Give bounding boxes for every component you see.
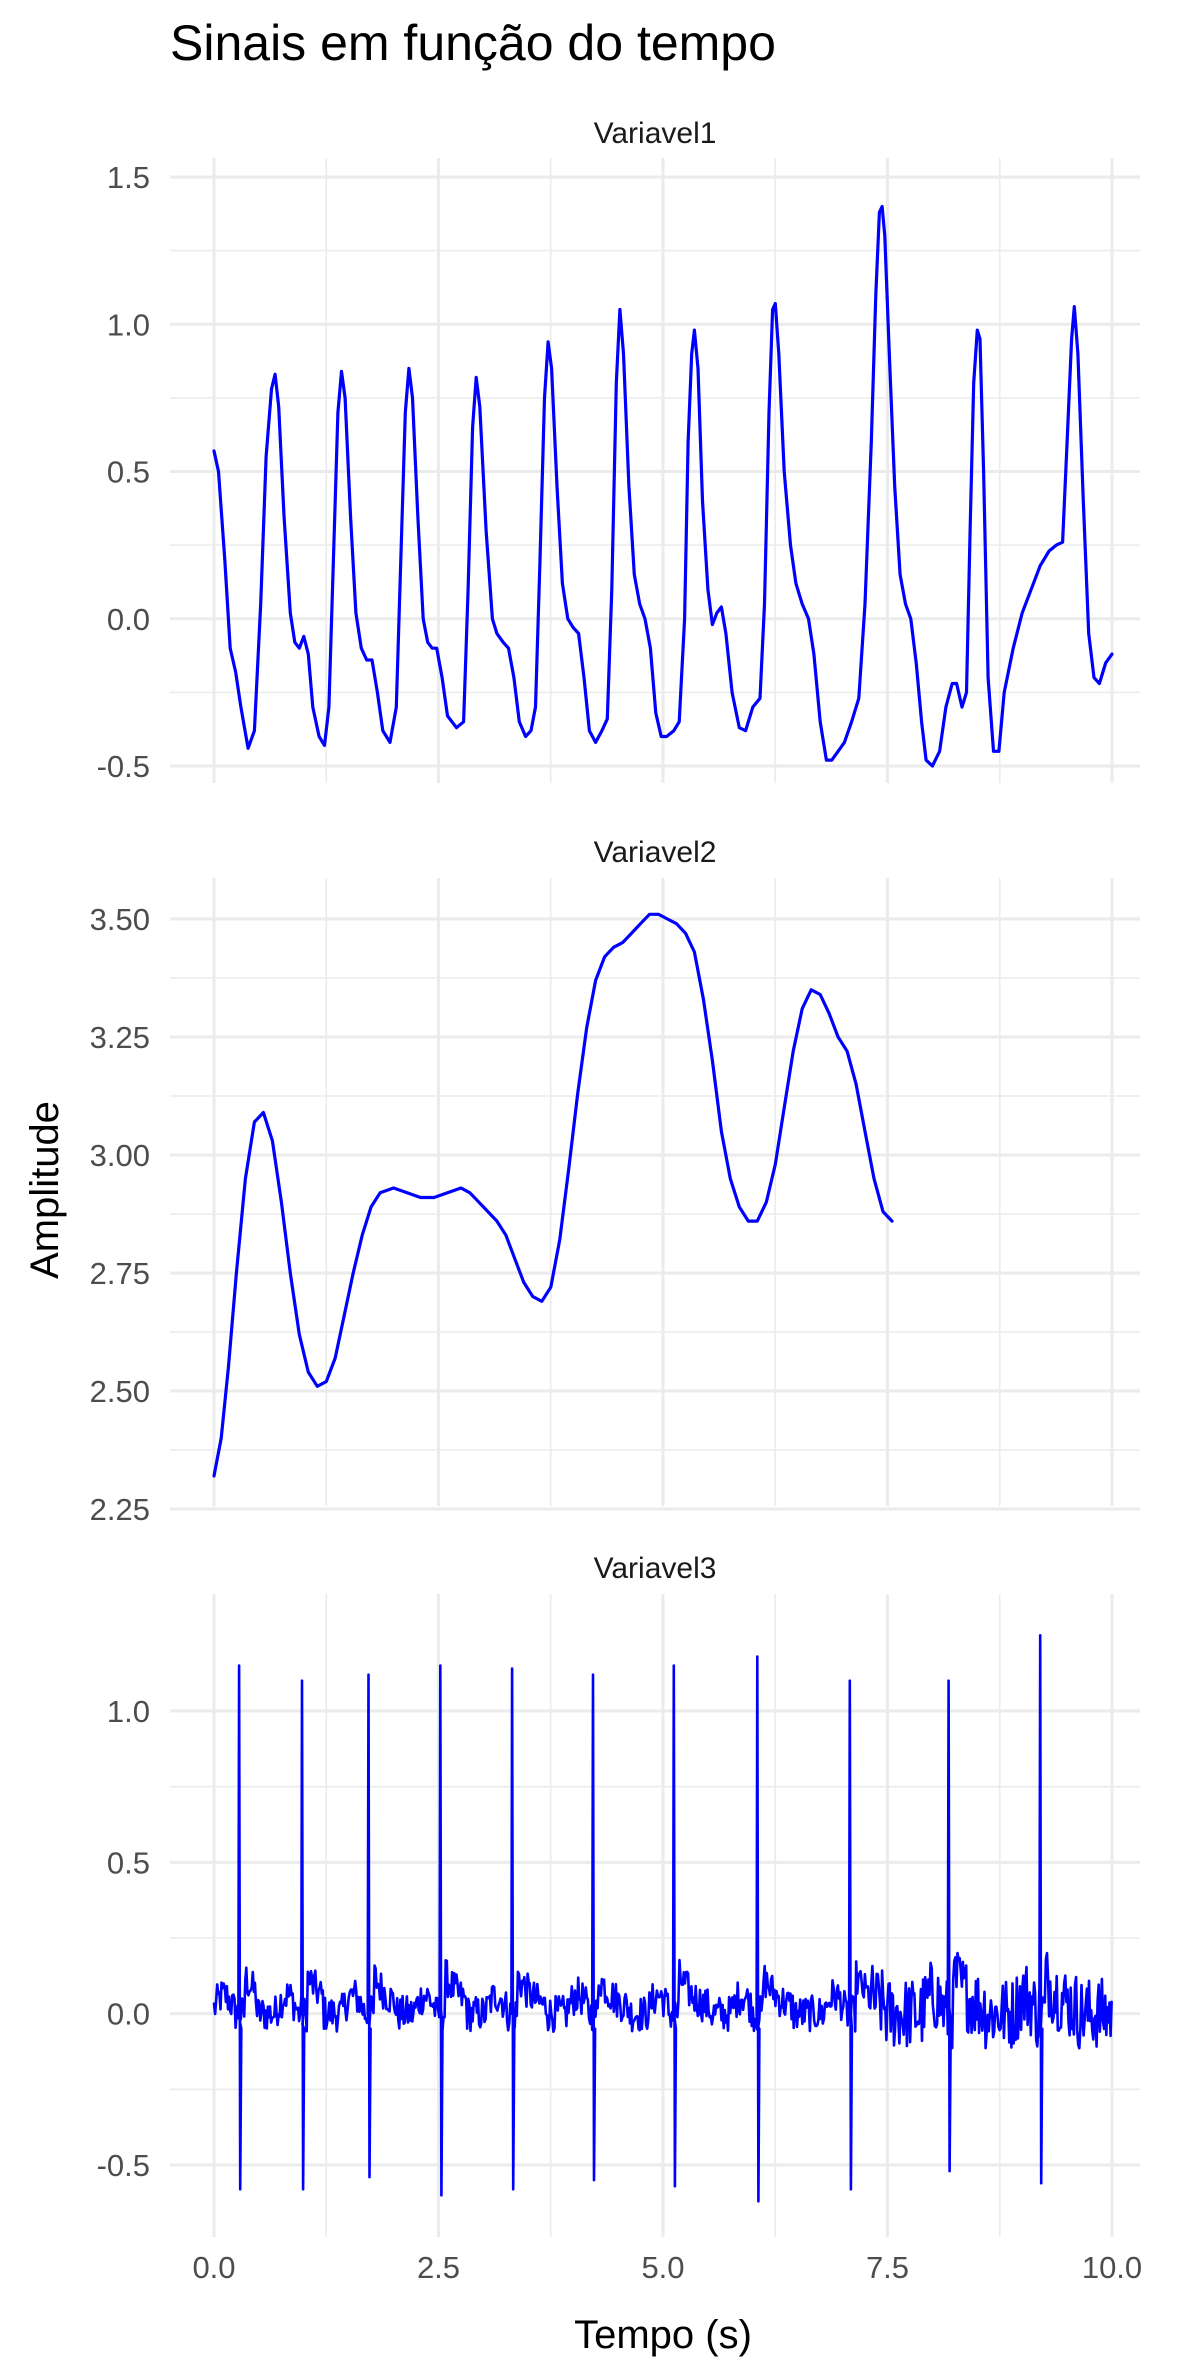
y-tick-label: -0.5 bbox=[97, 749, 150, 784]
y-tick-label: 1.0 bbox=[107, 1694, 150, 1729]
facet-panels: -0.5 0.0 0.5 1.0 1.5 Variavel1 2.25 2.50 2.75 3.0… bbox=[90, 117, 1140, 2237]
y-tick-label: 2.50 bbox=[90, 1374, 150, 1409]
series-line-variavel3 bbox=[212, 1634, 1113, 2203]
x-tick-label: 7.5 bbox=[866, 2250, 909, 2285]
facet-strip-label: Variavel2 bbox=[594, 836, 717, 869]
facet-panel-3: -0.5 0.0 0.5 1.0 Variavel3 bbox=[97, 1552, 1140, 2237]
y-tick-label: 1.0 bbox=[107, 307, 150, 342]
y-tick-label: 0.5 bbox=[107, 455, 150, 490]
x-axis-ticks: 0.0 2.5 5.0 7.5 10.0 bbox=[192, 2250, 1142, 2285]
facet-panel-1: -0.5 0.0 0.5 1.0 1.5 Variavel1 bbox=[97, 117, 1140, 784]
y-tick-label: 1.5 bbox=[107, 160, 150, 195]
facet-strip-label: Variavel1 bbox=[594, 117, 717, 150]
x-axis-title: Tempo (s) bbox=[574, 2313, 752, 2357]
x-tick-label: 2.5 bbox=[417, 2250, 460, 2285]
y-tick-label: -0.5 bbox=[97, 2148, 150, 2183]
y-tick-label: 2.75 bbox=[90, 1256, 150, 1291]
y-tick-label: 3.25 bbox=[90, 1020, 150, 1055]
x-tick-label: 10.0 bbox=[1082, 2250, 1142, 2285]
series-line-variavel2 bbox=[212, 912, 894, 1478]
x-tick-label: 5.0 bbox=[641, 2250, 684, 2285]
series-line-variavel1 bbox=[212, 204, 1114, 768]
y-tick-label: 2.25 bbox=[90, 1492, 150, 1527]
y-tick-label: 0.5 bbox=[107, 1845, 150, 1880]
y-axis-title: Amplitude bbox=[23, 1101, 67, 1279]
x-tick-label: 0.0 bbox=[192, 2250, 235, 2285]
y-tick-label: 3.50 bbox=[90, 902, 150, 937]
facet-panel-2: 2.25 2.50 2.75 3.00 3.25 3.50 Variavel2 bbox=[90, 836, 1140, 1527]
chart-title: Sinais em função do tempo bbox=[170, 15, 776, 71]
y-tick-label: 0.0 bbox=[107, 602, 150, 637]
y-tick-label: 0.0 bbox=[107, 1997, 150, 2032]
y-tick-label: 3.00 bbox=[90, 1138, 150, 1173]
facet-strip-label: Variavel3 bbox=[594, 1552, 717, 1585]
